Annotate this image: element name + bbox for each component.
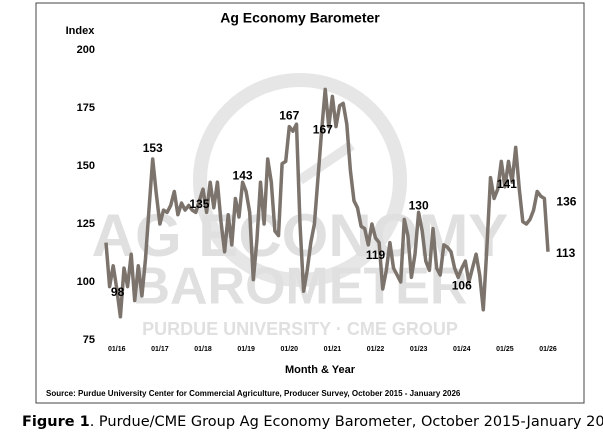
- data-label: 130: [409, 199, 429, 213]
- x-tick-label: 01/19: [237, 346, 255, 353]
- chart: AG ECONOMY BAROMETER PURDUE UNIVERSITY ·…: [35, 2, 585, 404]
- y-tick-label: 200: [77, 44, 95, 56]
- x-tick-label: 01/25: [496, 346, 514, 353]
- data-label: 167: [279, 109, 299, 123]
- gauge-ring: [193, 73, 407, 287]
- data-label: 113: [556, 246, 576, 260]
- caption-label: Figure 1: [22, 414, 90, 430]
- chart-title: Ag Economy Barometer: [220, 10, 380, 26]
- data-label: 143: [233, 168, 253, 182]
- caption-text: . Purdue/CME Group Ag Economy Barometer,…: [89, 414, 603, 430]
- y-tick-label: 150: [77, 160, 95, 172]
- figure-caption: Figure 1. Purdue/CME Group Ag Economy Ba…: [22, 414, 603, 430]
- data-label: 98: [111, 285, 125, 299]
- data-label: 119: [366, 248, 386, 262]
- data-label: 106: [452, 278, 472, 292]
- source-note: Source: Purdue University Center for Com…: [46, 389, 461, 398]
- x-tick-label: 01/17: [151, 346, 169, 353]
- data-line: [104, 87, 550, 319]
- watermark: AG ECONOMY BAROMETER PURDUE UNIVERSITY ·…: [92, 73, 508, 339]
- x-tick-label: 01/22: [367, 346, 385, 353]
- data-label: 153: [143, 141, 163, 155]
- x-tick-label: 01/16: [108, 346, 126, 353]
- watermark-text: BAROMETER: [132, 258, 467, 316]
- y-tick-label: 100: [77, 276, 95, 288]
- x-tick-label: 01/23: [410, 346, 428, 353]
- x-tick-label: 01/20: [281, 346, 299, 353]
- y-tick-label: 75: [83, 334, 95, 346]
- watermark-text: PURDUE UNIVERSITY · CME GROUP: [142, 319, 458, 339]
- x-axis-label: Month & Year: [285, 364, 356, 376]
- x-tick-label: 01/21: [324, 346, 342, 353]
- data-label: 136: [556, 195, 576, 209]
- gauge-needle: [297, 140, 355, 185]
- data-label: 167: [313, 123, 333, 137]
- data-label: 135: [189, 197, 209, 211]
- y-tick-label: 175: [77, 102, 95, 114]
- x-tick-label: 01/26: [539, 346, 557, 353]
- y-axis-label: Index: [66, 25, 96, 37]
- data-label: 141: [497, 177, 517, 191]
- chart-frame: [35, 2, 585, 404]
- x-tick-label: 01/18: [194, 346, 212, 353]
- x-tick-label: 01/24: [453, 346, 471, 353]
- y-tick-label: 125: [77, 218, 95, 230]
